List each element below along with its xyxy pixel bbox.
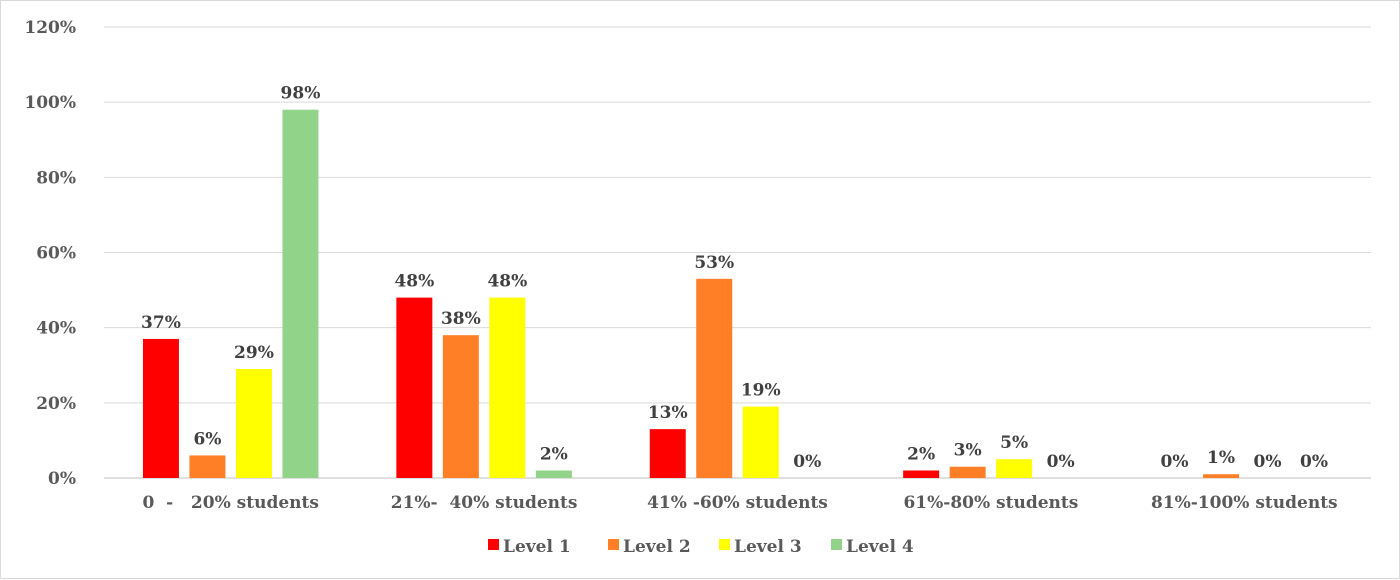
bar bbox=[235, 369, 272, 478]
x-tick-label: 61%-80% students bbox=[903, 493, 1078, 513]
data-label: 0% bbox=[793, 452, 821, 472]
y-tick-label: 60% bbox=[36, 244, 76, 264]
bar bbox=[442, 335, 479, 478]
x-axis-ticks: 0 - 20% students 21%- 40% students 41% -60… bbox=[142, 493, 1337, 513]
data-label: 2% bbox=[540, 444, 568, 464]
bar bbox=[996, 459, 1033, 478]
bar bbox=[1203, 474, 1240, 478]
bar bbox=[742, 406, 779, 478]
y-tick-label: 120% bbox=[24, 18, 76, 38]
data-label: 98% bbox=[281, 84, 321, 104]
x-tick-label: 41% -60% students bbox=[647, 493, 828, 513]
bar bbox=[489, 297, 526, 478]
bar bbox=[142, 338, 179, 478]
data-label: 48% bbox=[487, 272, 527, 292]
data-label: 48% bbox=[394, 272, 434, 292]
bar bbox=[535, 470, 572, 478]
y-tick-label: 80% bbox=[36, 168, 76, 188]
legend-swatch bbox=[488, 539, 499, 550]
data-label: 19% bbox=[741, 381, 781, 401]
data-label: 0% bbox=[1047, 452, 1075, 472]
legend-swatch bbox=[608, 539, 619, 550]
data-labels: 37% 6% 29% 98% 48% 38% 48% 2% 13% 53% 19% 0% 2% 3% 5% 0… bbox=[141, 84, 1328, 472]
legend-label: Level 3 bbox=[734, 537, 802, 557]
data-label: 13% bbox=[648, 403, 688, 423]
bar bbox=[696, 278, 733, 478]
legend-swatch bbox=[719, 539, 730, 550]
data-label: 3% bbox=[954, 441, 982, 461]
legend-label: Level 4 bbox=[846, 537, 914, 557]
data-label: 6% bbox=[193, 429, 221, 449]
data-label: 1% bbox=[1207, 448, 1235, 468]
data-label: 0% bbox=[1300, 452, 1328, 472]
x-tick-label: 81%-100% students bbox=[1151, 493, 1338, 513]
y-tick-label: 20% bbox=[36, 394, 76, 414]
data-label: 5% bbox=[1000, 433, 1028, 453]
data-label: 29% bbox=[234, 343, 274, 363]
data-label: 37% bbox=[141, 313, 181, 333]
legend-label: Level 1 bbox=[503, 537, 571, 557]
data-label: 53% bbox=[694, 253, 734, 273]
data-label: 38% bbox=[441, 309, 481, 329]
data-label: 0% bbox=[1161, 452, 1189, 472]
y-tick-label: 40% bbox=[36, 319, 76, 339]
y-tick-label: 100% bbox=[24, 93, 76, 113]
bar bbox=[189, 455, 226, 478]
legend-label: Level 2 bbox=[623, 537, 691, 557]
bar bbox=[396, 297, 433, 478]
y-tick-label: 0% bbox=[48, 469, 76, 489]
x-tick-label: 21%- 40% students bbox=[391, 493, 578, 513]
bar bbox=[903, 470, 940, 478]
legend-swatch bbox=[831, 539, 842, 550]
bar bbox=[649, 429, 686, 478]
legend: Level 1 Level 2 Level 3 Level 4 bbox=[488, 537, 914, 557]
bars bbox=[142, 109, 1240, 478]
bar bbox=[949, 466, 986, 478]
bar bbox=[282, 109, 319, 478]
data-label: 0% bbox=[1254, 452, 1282, 472]
y-axis-ticks: 0% 20% 40% 60% 80% 100% 120% bbox=[24, 18, 76, 489]
data-label: 2% bbox=[907, 444, 935, 464]
x-tick-label: 0 - 20% students bbox=[142, 493, 318, 513]
